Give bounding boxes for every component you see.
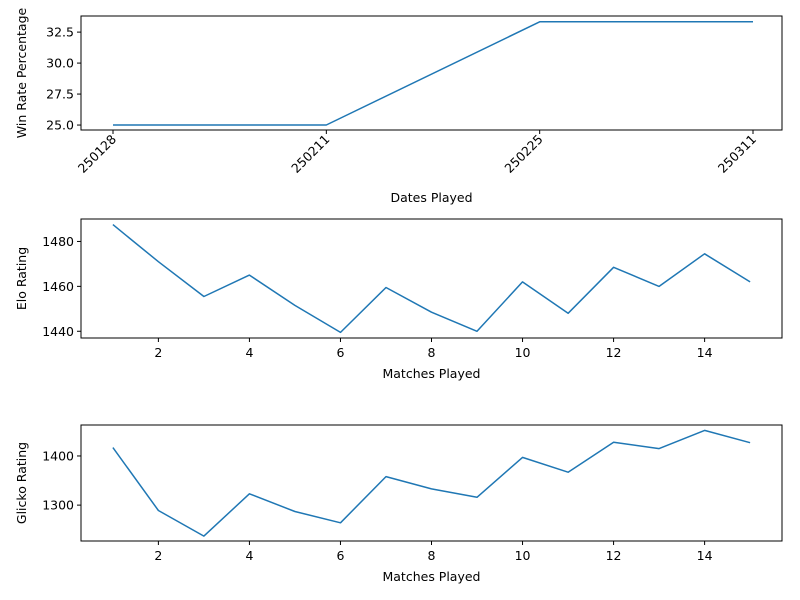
chart-panel-1: 25.0 27.5 30.0 32.5 250128 250211 250225 250311… (14, 7, 783, 205)
x-tick-label: 2 (154, 345, 162, 360)
plot-frame (80, 218, 783, 339)
x-tick-label: 14 (697, 345, 713, 360)
y-tick-label: 1440 (42, 324, 74, 339)
x-tick-label: 6 (336, 548, 344, 563)
plot-frame (80, 424, 783, 542)
x-tick-label: 250225 (501, 132, 545, 176)
y-tick-label: 30.0 (46, 56, 74, 71)
x-tick-label: 8 (428, 345, 436, 360)
x-tick-label: 4 (245, 345, 253, 360)
x-tick-label: 250211 (288, 132, 332, 176)
series-line-1 (113, 21, 753, 126)
y-tick-label: 27.5 (46, 87, 74, 102)
plot-frame (80, 15, 783, 131)
series-line-1 (112, 429, 751, 537)
x-tick-label: 12 (606, 548, 622, 563)
x-tick-label: 6 (336, 345, 344, 360)
y-tick-label: 32.5 (46, 25, 74, 40)
chart-panel-3: 1300 1400 2 4 6 8 10 12 14 Matches Played Glicko R… (14, 424, 783, 584)
y-tick-label: 1480 (42, 234, 74, 249)
x-axis-title: Matches Played (382, 569, 480, 584)
x-tick-label: 14 (697, 548, 713, 563)
y-tick-label: 1300 (42, 498, 74, 513)
x-tick-label: 10 (515, 345, 531, 360)
x-tick-label: 8 (428, 548, 436, 563)
y-tick-label: 1460 (42, 279, 74, 294)
x-tick-label: 250311 (715, 132, 759, 176)
x-tick-label: 2 (154, 548, 162, 563)
x-tick-label: 250128 (75, 131, 119, 175)
x-tick-label: 4 (245, 548, 253, 563)
x-tick-label: 12 (606, 345, 622, 360)
y-axis-title: Win Rate Percentage (14, 7, 29, 138)
y-axis-title: Glicko Rating (14, 442, 29, 524)
y-tick-label: 1400 (42, 448, 74, 463)
chart-panel-2: 1440 1460 1480 2 4 6 8 10 12 14 Matches Played Elo … (14, 218, 783, 381)
y-axis-title: Elo Rating (14, 247, 29, 310)
x-axis-title: Dates Played (390, 190, 472, 205)
y-tick-label: 25.0 (46, 118, 74, 133)
x-tick-label: 10 (515, 548, 531, 563)
x-axis-title: Matches Played (382, 366, 480, 381)
series-line-1 (112, 224, 751, 334)
